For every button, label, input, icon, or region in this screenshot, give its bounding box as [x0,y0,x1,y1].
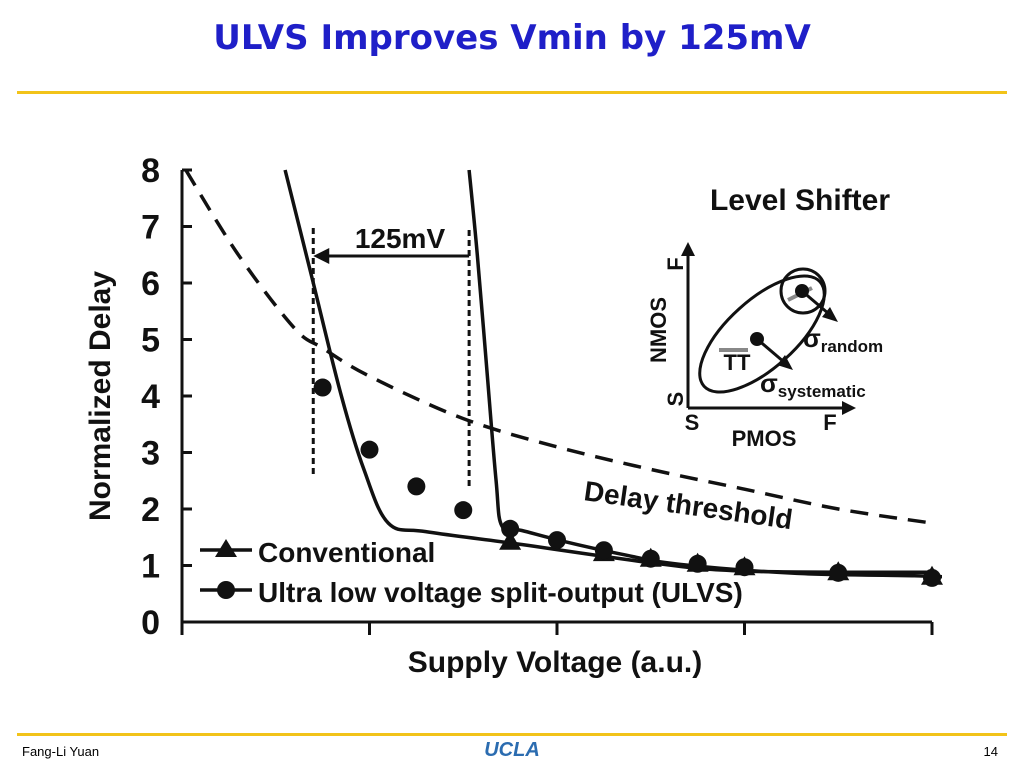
ulvs-marker [735,558,754,577]
y-tick-label: 6 [141,265,160,303]
slide-title: ULVS Improves Vmin by 125mV [213,18,811,58]
ulvs-marker [641,549,660,568]
delay-vs-supply-chart: 0 1 2 3 4 5 6 7 8 Supply Voltage (a.u.) Normaliz… [84,152,943,679]
footer-author: Fang-Li Yuan [22,744,100,759]
inset-random-sigma: σrandom [803,323,883,356]
y-tick-label: 8 [141,152,160,190]
inset-x-arrowhead [842,401,856,415]
footer-divider [17,733,1007,736]
inset-random-sigma-symbol: σ [803,323,821,353]
inset-systematic-arrow [756,337,785,364]
margin-label: 125mV [355,223,446,254]
ulvs-marker [360,440,379,459]
inset-x-label: PMOS [732,426,797,451]
x-ticks [180,622,934,635]
y-tick-label: 0 [141,604,160,642]
threshold-label: Delay threshold [582,475,794,535]
legend-ulvs-label: Ultra low voltage split-output (ULVS) [258,577,743,608]
inset-y-high: F [663,257,688,270]
inset-tt-label: TT [724,350,751,375]
conventional-marker [499,530,522,550]
level-shifter-inset: Level Shifter TT σrandom σsystematic PMO… [646,184,890,451]
y-tick-label: 2 [141,491,160,529]
legend-conventional-marker [215,539,237,557]
legend-ulvs-marker [217,581,235,599]
ulvs-marker [548,531,566,550]
page-number: 14 [983,744,998,759]
inset-random-arrowhead [822,307,838,322]
ulvs-marker [829,563,848,582]
ulvs-markers [313,378,941,587]
ulvs-line [467,169,942,579]
title-divider [17,91,1007,94]
inset-random-arrow [801,289,830,316]
inset-y-arrowhead [681,242,695,256]
x-axis-label: Supply Voltage (a.u.) [408,646,702,679]
y-axis-label: Normalized Delay [84,271,117,521]
margin-arrowhead [313,248,330,264]
ulvs-marker [923,568,941,587]
ulvs-marker [688,554,707,573]
y-tick-label: 7 [141,209,160,247]
y-ticks: 0 1 2 3 4 5 6 7 8 [141,152,192,642]
inset-systematic-subscript: systematic [778,382,866,401]
ulvs-marker [454,501,473,520]
legend-conventional-label: Conventional [258,537,435,568]
inset-systematic-sigma: σsystematic [760,368,866,401]
ulvs-marker [407,477,426,496]
y-tick-label: 3 [141,435,160,473]
legend: Conventional Ultra low voltage split-out… [200,537,743,608]
y-tick-label: 4 [141,378,160,416]
inset-random-circle [779,267,827,315]
inset-x-low: S [685,410,700,435]
ulvs-marker [594,541,613,560]
inset-y-low: S [663,392,688,407]
inset-y-label: NMOS [646,297,671,363]
inset-systematic-arrowhead [777,355,793,370]
y-tick-label: 5 [141,322,160,360]
y-tick-label: 1 [141,548,160,586]
ulvs-marker [313,378,332,397]
inset-title: Level Shifter [710,184,890,217]
inset-random-subscript: random [821,337,883,356]
ulvs-marker [501,519,520,538]
ucla-logo: UCLA [484,739,540,761]
inset-x-high: F [823,410,836,435]
inset-systematic-sigma-symbol: σ [760,368,778,398]
